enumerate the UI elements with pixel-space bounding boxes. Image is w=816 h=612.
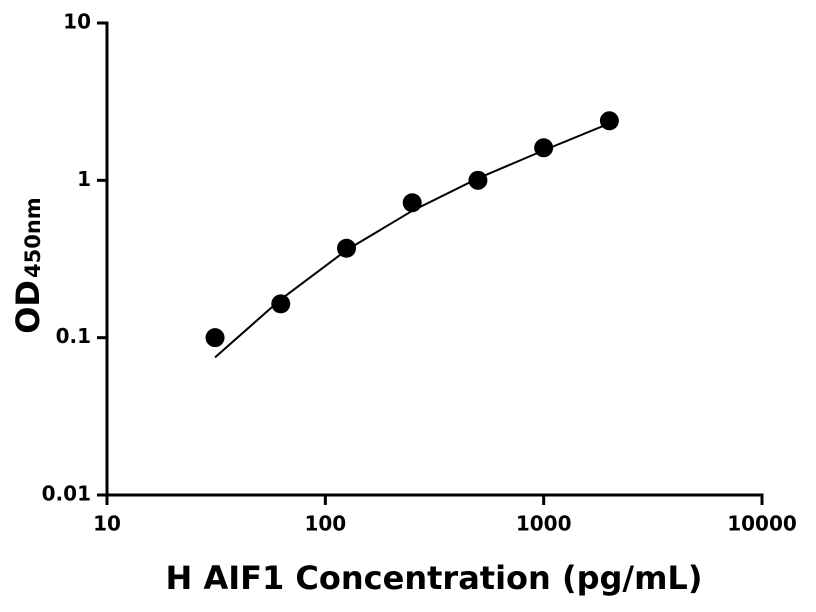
x-tick-label: 10000 [727, 512, 797, 536]
data-point [271, 294, 291, 314]
y-axis-label-subscript: 450nm [21, 197, 45, 278]
data-point [402, 193, 422, 213]
data-point [205, 328, 225, 348]
y-axis-label-group: OD 450nm [9, 197, 47, 333]
y-tick-label: 1 [77, 167, 91, 191]
fit-curve [214, 122, 610, 359]
y-axis-label: OD [9, 280, 47, 334]
data-point [468, 170, 488, 190]
x-tick-label: 1000 [516, 512, 572, 536]
x-tick-label: 10 [93, 512, 121, 536]
x-tick-label: 100 [304, 512, 346, 536]
y-tick-label: 10 [63, 10, 91, 34]
y-tick-label: 0.1 [56, 324, 91, 348]
x-axis-label: H AIF1 Concentration (pg/mL) [166, 559, 703, 597]
y-tick-label: 0.01 [42, 482, 91, 506]
data-point [599, 111, 619, 131]
